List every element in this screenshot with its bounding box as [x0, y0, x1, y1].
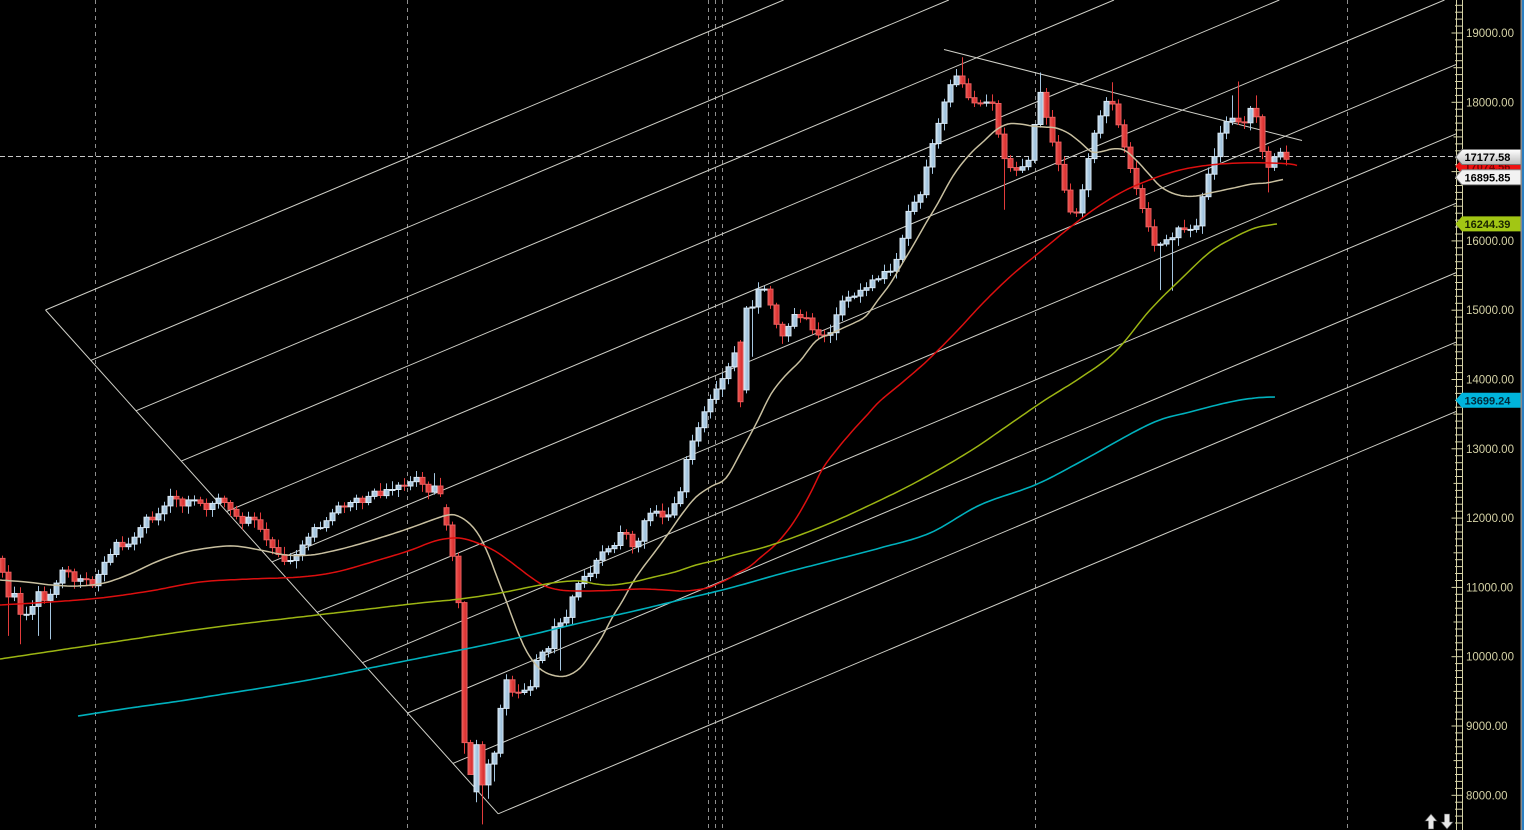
svg-text:10000.00: 10000.00 [1466, 652, 1514, 664]
svg-text:15000.00: 15000.00 [1466, 305, 1514, 317]
svg-text:12000.00: 12000.00 [1466, 513, 1514, 525]
svg-text:16895.85: 16895.85 [1465, 173, 1511, 185]
svg-text:16000.00: 16000.00 [1466, 236, 1514, 248]
svg-text:17177.58: 17177.58 [1465, 152, 1511, 164]
svg-text:18000.00: 18000.00 [1466, 97, 1514, 109]
svg-text:9000.00: 9000.00 [1466, 721, 1508, 733]
svg-text:11000.00: 11000.00 [1466, 582, 1513, 594]
svg-text:13000.00: 13000.00 [1466, 444, 1514, 456]
svg-text:19000.00: 19000.00 [1466, 28, 1514, 40]
svg-text:13699.24: 13699.24 [1465, 395, 1512, 407]
svg-text:8000.00: 8000.00 [1466, 790, 1508, 802]
svg-text:16244.39: 16244.39 [1465, 219, 1511, 231]
svg-text:14000.00: 14000.00 [1466, 375, 1514, 387]
